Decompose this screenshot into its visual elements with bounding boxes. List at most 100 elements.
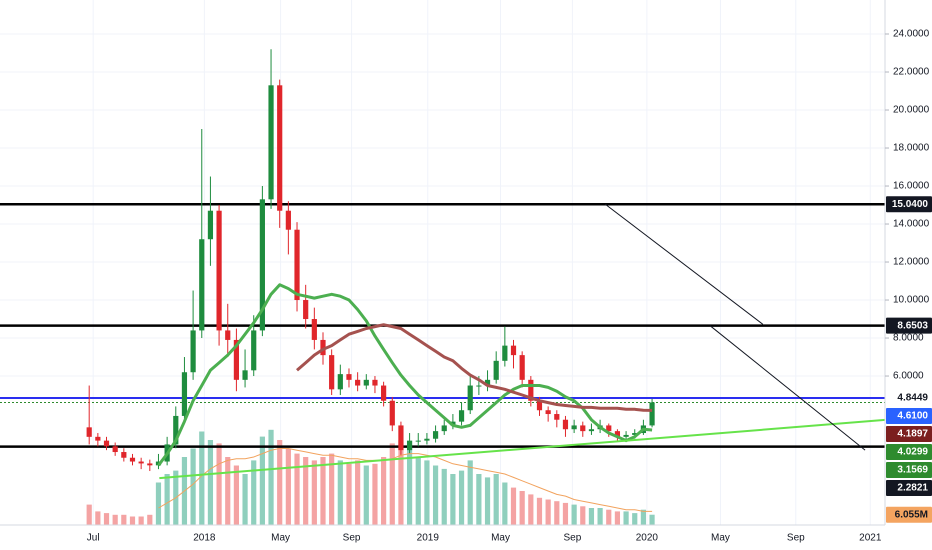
- x-tick-label: 2018: [193, 533, 216, 544]
- volume-bar: [190, 448, 196, 525]
- y-tick-label: 12.0000: [893, 257, 930, 268]
- volume-bar: [233, 465, 240, 525]
- candle-body: [363, 379, 369, 386]
- candle-body: [268, 85, 274, 200]
- candle-body: [129, 457, 136, 462]
- candle-body: [285, 210, 291, 230]
- candle-body: [329, 355, 335, 390]
- volume-bar: [86, 504, 92, 525]
- indicator-line: [296, 323, 653, 412]
- candle-body: [606, 425, 612, 432]
- candle-body: [381, 385, 387, 401]
- volume-bar: [484, 477, 491, 525]
- candle-body: [623, 434, 629, 437]
- candle-body: [294, 229, 300, 301]
- candle-body: [528, 379, 534, 401]
- x-tick-label: 2021: [859, 533, 882, 544]
- candle-body: [467, 385, 473, 411]
- candle-body: [458, 410, 465, 422]
- candle-body: [242, 370, 248, 380]
- candle-body: [415, 440, 421, 442]
- volume-bar: [614, 511, 621, 525]
- volume-bar: [164, 474, 170, 525]
- volume-bar: [311, 460, 317, 525]
- candle-body: [320, 339, 326, 356]
- volume-bar: [528, 494, 534, 525]
- volume-bar: [450, 474, 456, 525]
- candle-body: [207, 210, 214, 240]
- volume-bar: [199, 431, 205, 525]
- x-tick-label: Sep: [343, 533, 361, 544]
- price-tag: [886, 317, 932, 334]
- candle-body: [389, 400, 395, 426]
- candles: [86, 49, 655, 472]
- volume-bar: [337, 460, 343, 525]
- volume-bar: [398, 440, 404, 525]
- candle-body: [251, 330, 257, 371]
- candle-body: [493, 360, 499, 380]
- x-tick-label: May: [711, 533, 730, 544]
- volume-bar: [519, 491, 525, 525]
- candle-body: [355, 379, 361, 386]
- volume-bar: [355, 460, 361, 525]
- x-tick-label: Jul: [87, 533, 100, 544]
- indicators: [157, 203, 886, 512]
- x-tick-label: 2020: [636, 533, 659, 544]
- indicator-line: [157, 283, 653, 467]
- candle-body: [181, 372, 188, 416]
- volume-bar: [121, 514, 127, 525]
- volume-bar: [632, 513, 638, 525]
- volume-bar: [155, 482, 162, 525]
- price-tag-label: 4.6100: [897, 411, 928, 422]
- candle-body: [519, 355, 525, 380]
- volume-bar: [441, 468, 447, 525]
- price-tag: [886, 506, 932, 523]
- volume-bar: [268, 429, 274, 525]
- volume-bar: [606, 509, 612, 525]
- volume-bar: [225, 457, 231, 525]
- y-tick-label: 18.0000: [893, 143, 930, 154]
- candle-body: [147, 463, 153, 466]
- price-tag-label: 6.055M: [895, 509, 928, 520]
- volume-bar: [207, 440, 214, 525]
- candle-body: [441, 425, 447, 432]
- price-tag-label: 4.1897: [897, 429, 928, 440]
- y-tick-label: 20.0000: [893, 105, 930, 116]
- candle-body: [571, 425, 577, 430]
- candle-body: [510, 345, 517, 356]
- candle-body: [311, 319, 317, 340]
- volume-bar: [432, 465, 439, 525]
- trend-line: [159, 418, 886, 480]
- candle-body: [614, 431, 621, 437]
- price-tag: [886, 407, 932, 424]
- candle-body: [346, 374, 352, 380]
- volume-bar: [242, 474, 248, 525]
- volume-bar: [640, 509, 646, 525]
- candle-body: [484, 379, 491, 386]
- x-tick-label: May: [271, 533, 290, 544]
- y-tick-label: 8.0000: [893, 333, 924, 344]
- y-tick-label: 6.0000: [893, 371, 924, 382]
- volume-bar: [103, 513, 110, 525]
- candle-body: [649, 402, 655, 426]
- volume-bar: [294, 453, 300, 525]
- volume-bar: [216, 443, 222, 525]
- volume-bar: [493, 474, 499, 525]
- candle-body: [303, 300, 309, 320]
- volume-bar: [303, 457, 309, 525]
- trend-line: [709, 325, 866, 451]
- indicator-line: [158, 448, 653, 512]
- candle-body: [199, 239, 205, 331]
- volume-bar: [381, 457, 387, 525]
- volume-bar: [147, 514, 153, 525]
- candle-body: [86, 427, 92, 437]
- volume-bar: [467, 460, 473, 525]
- x-tick-label: 2019: [417, 533, 440, 544]
- candle-body: [216, 210, 222, 331]
- volume-bar: [372, 463, 378, 525]
- volume-bar: [623, 511, 629, 525]
- candle-body: [95, 436, 101, 441]
- volume-bar: [112, 514, 118, 525]
